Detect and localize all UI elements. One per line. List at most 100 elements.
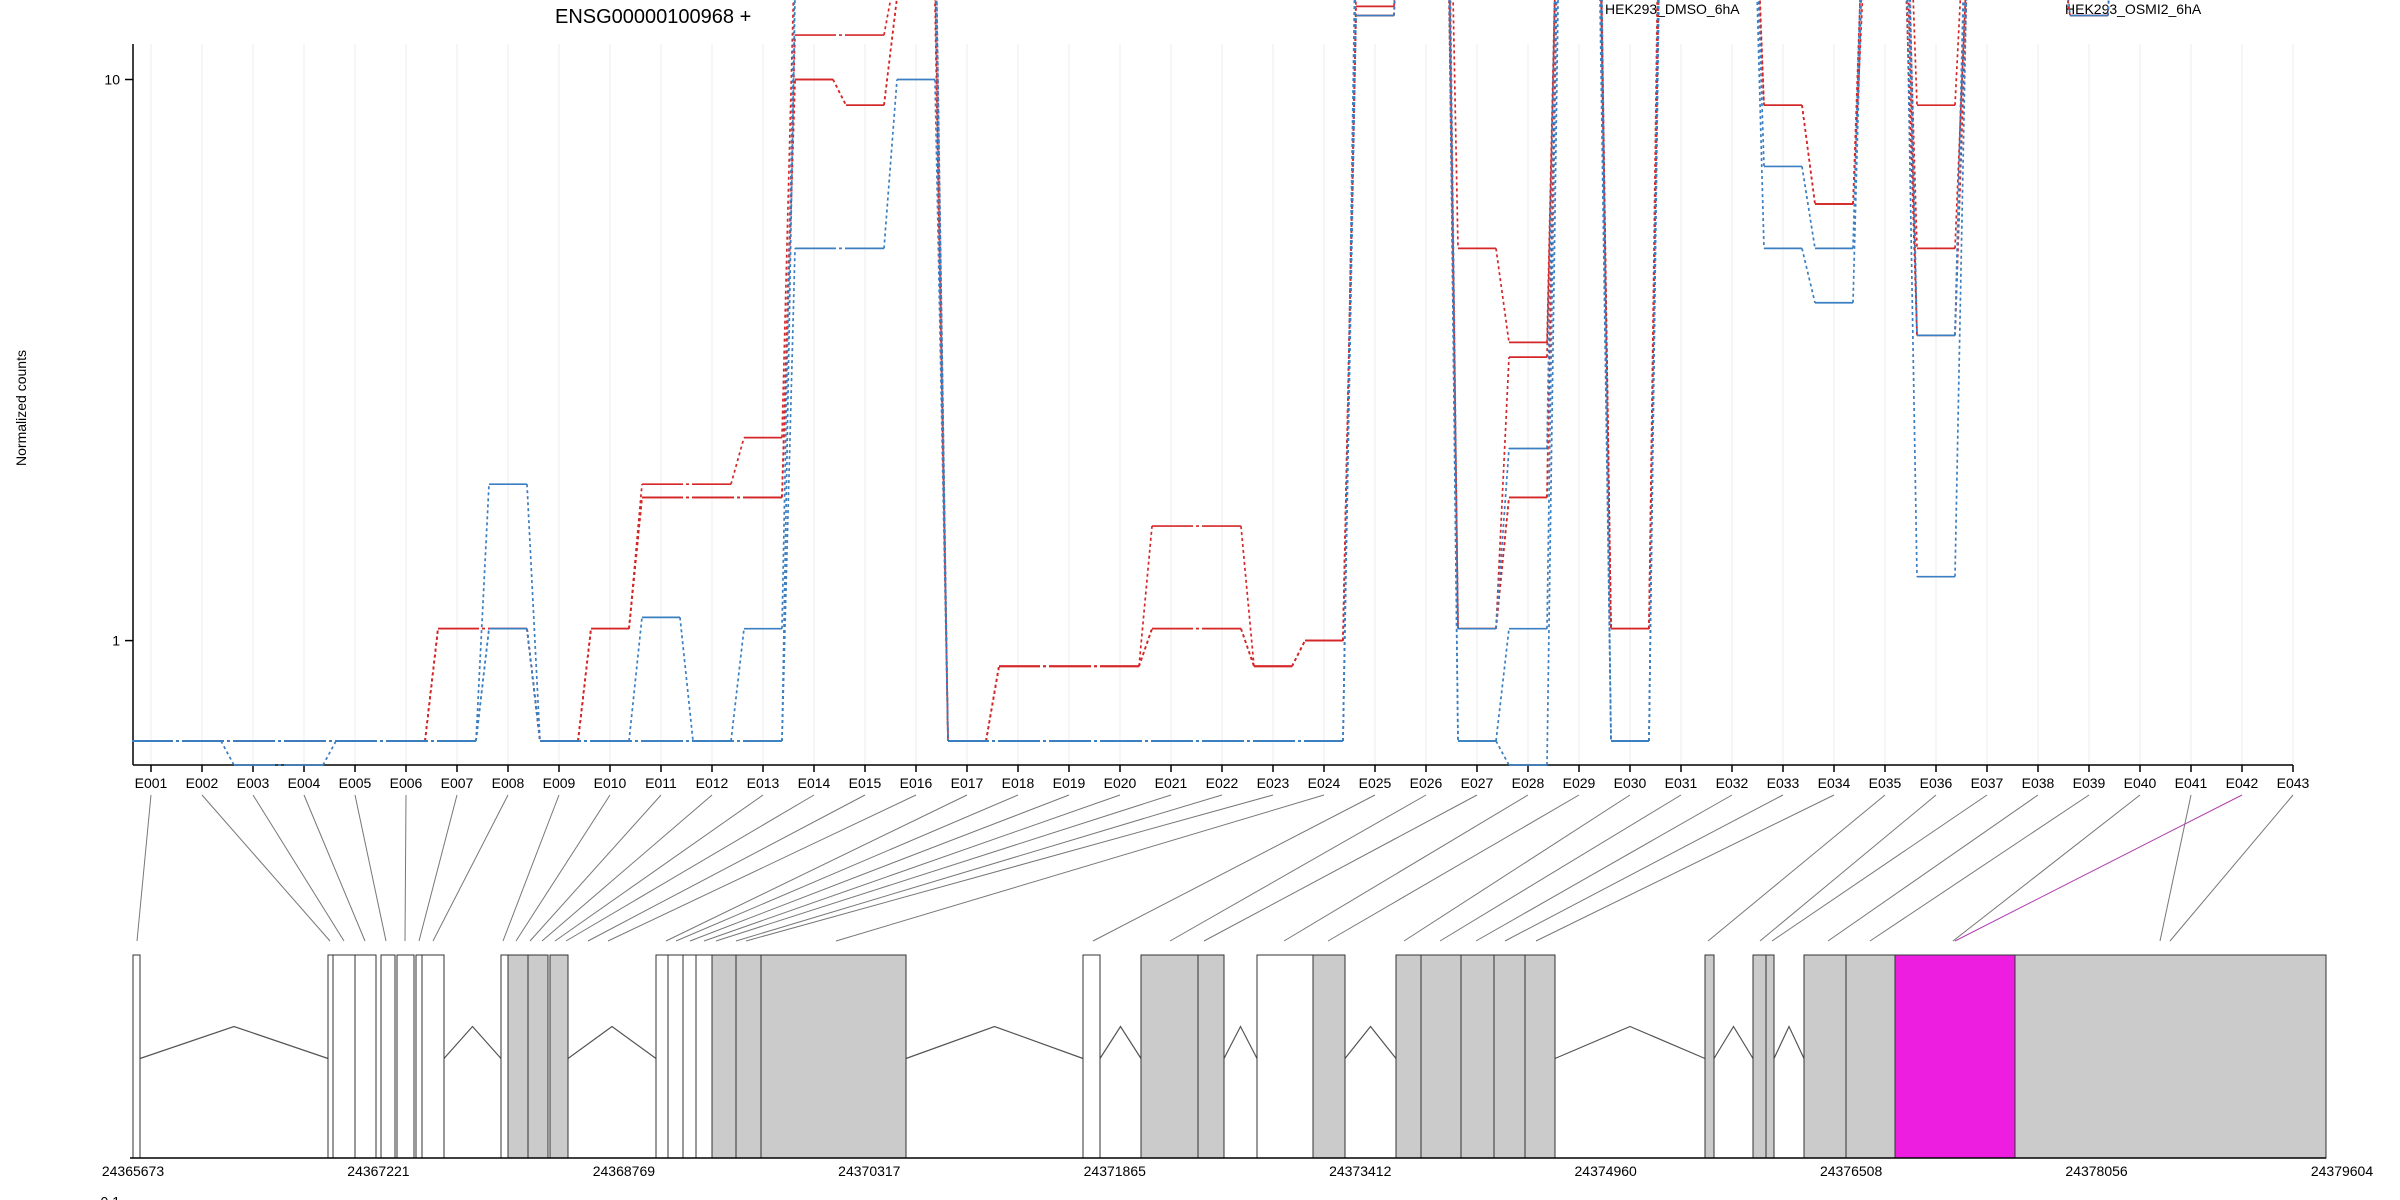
exon-connector-E005 bbox=[354, 794, 387, 942]
transition-segment bbox=[883, 0, 892, 36]
exon-box bbox=[1845, 954, 1896, 1159]
genomic-coordinate-label: 24376508 bbox=[1820, 1163, 1883, 1179]
exon-box bbox=[760, 954, 907, 1159]
x-tick-label: E003 bbox=[237, 775, 270, 791]
exon-box bbox=[711, 954, 737, 1159]
exon-connector-E032 bbox=[1475, 794, 1733, 942]
exon-connector-E001 bbox=[136, 794, 152, 942]
replicate-line bbox=[132, 0, 2110, 766]
transition-segment bbox=[1393, 0, 1396, 16]
x-tick-label: E015 bbox=[849, 775, 882, 791]
exon-connector-E031 bbox=[1439, 794, 1682, 942]
x-tick-label: E017 bbox=[951, 775, 984, 791]
x-tick-label: E040 bbox=[2124, 775, 2157, 791]
exon-box bbox=[1803, 954, 1847, 1159]
genomic-coordinate-label: 24379604 bbox=[2311, 1163, 2374, 1179]
exon-box bbox=[132, 954, 141, 1159]
x-tick-label: E018 bbox=[1002, 775, 1035, 791]
exon-box bbox=[549, 954, 569, 1159]
exon-box bbox=[2014, 954, 2327, 1159]
transition-segment bbox=[1449, 0, 1459, 629]
transition-segment bbox=[1291, 640, 1306, 667]
intron-connector bbox=[443, 1025, 502, 1059]
exon-connector-E040 bbox=[1952, 794, 2141, 942]
exon-box bbox=[327, 954, 334, 1159]
x-tick-label: E041 bbox=[2175, 775, 2208, 791]
exon-connector-E043 bbox=[2169, 794, 2294, 942]
x-tick-label: E030 bbox=[1614, 775, 1647, 791]
transition-segment bbox=[1599, 0, 1612, 742]
exon-box bbox=[655, 954, 669, 1159]
x-tick-label: E005 bbox=[339, 775, 372, 791]
exon-box bbox=[500, 954, 509, 1159]
exon-box bbox=[396, 954, 415, 1159]
exon-box bbox=[1460, 954, 1495, 1159]
exon-connector-E002 bbox=[201, 794, 331, 942]
transition-segment bbox=[1495, 448, 1510, 629]
exon-connector-E006 bbox=[404, 794, 407, 942]
genomic-coordinate-label: 24371865 bbox=[1084, 1163, 1147, 1179]
transition-segment bbox=[475, 628, 490, 742]
transition-segment bbox=[526, 484, 541, 742]
exon-box bbox=[1420, 954, 1462, 1159]
x-tick-label: E043 bbox=[2277, 775, 2310, 791]
transition-segment bbox=[1448, 0, 1459, 742]
transition-segment bbox=[1954, 0, 1968, 336]
transition-segment bbox=[1546, 0, 1556, 449]
y-tick-label: 10 bbox=[104, 72, 120, 88]
x-tick-label: E002 bbox=[186, 775, 219, 791]
x-tick-label: E038 bbox=[2022, 775, 2055, 791]
exon-connector-E019 bbox=[689, 794, 1070, 942]
genomic-coordinate-label: 24367221 bbox=[347, 1163, 410, 1179]
exon-connector-E021 bbox=[715, 794, 1172, 942]
legend-osmi: HEK293_OSMI2_6hA bbox=[2065, 1, 2202, 17]
x-tick-label: E033 bbox=[1767, 775, 1800, 791]
x-tick-label: E009 bbox=[543, 775, 576, 791]
transition-segment bbox=[679, 617, 694, 742]
exon-box bbox=[1140, 954, 1199, 1159]
exon-box bbox=[421, 954, 445, 1159]
highlighted-exon bbox=[1894, 954, 2016, 1159]
intron-connector bbox=[1223, 1025, 1258, 1059]
transition-segment bbox=[1546, 0, 1558, 498]
exon-connector-E015 bbox=[587, 794, 866, 942]
x-tick-label: E004 bbox=[288, 775, 321, 791]
axes: 0.1110203050100E001E002E003E004E005E006E… bbox=[101, 44, 2310, 1200]
exon-connector-E018 bbox=[675, 794, 1019, 942]
exon-box bbox=[1752, 954, 1767, 1159]
transition-segment bbox=[1648, 0, 1660, 742]
transition-segment bbox=[1954, 0, 1962, 106]
gene-model: 24365673 24367221 24368769 24370317 24371865… bbox=[102, 954, 2374, 1179]
transition-segment bbox=[730, 628, 745, 742]
intron-connector bbox=[1099, 1025, 1142, 1059]
exon-connector-E004 bbox=[303, 794, 366, 942]
transition-segment bbox=[1852, 0, 1864, 205]
transition-segment bbox=[1138, 628, 1153, 667]
exon-connector-E035 bbox=[1707, 794, 1886, 942]
genomic-coordinate-label: 24368769 bbox=[593, 1163, 656, 1179]
transition-segment bbox=[322, 740, 337, 766]
series-2 bbox=[132, 0, 2110, 766]
x-tick-label: E031 bbox=[1665, 775, 1698, 791]
x-tick-label: E037 bbox=[1971, 775, 2004, 791]
genomic-coordinate-label: 24370317 bbox=[838, 1163, 901, 1179]
exon-connector-E013 bbox=[554, 794, 764, 942]
y-axis-label: Normalized counts bbox=[13, 350, 29, 466]
transition-segment bbox=[1495, 497, 1510, 629]
exon-box bbox=[527, 954, 549, 1159]
exon-connector-E009 bbox=[502, 794, 560, 942]
transition-segment bbox=[1757, 0, 1765, 167]
intron-connector bbox=[139, 1025, 329, 1060]
transition-segment bbox=[1138, 525, 1153, 667]
exon-connectors bbox=[136, 794, 2294, 942]
transition-segment bbox=[1495, 740, 1510, 766]
x-tick-label: E029 bbox=[1563, 775, 1596, 791]
transition-segment bbox=[1240, 628, 1255, 667]
exon-box bbox=[735, 954, 762, 1159]
exon-connector-E012 bbox=[541, 794, 713, 942]
transition-segment bbox=[1393, 0, 1396, 16]
exon-box bbox=[507, 954, 529, 1159]
exon-connector-E030 bbox=[1403, 794, 1631, 942]
exon-connector-E036 bbox=[1759, 794, 1937, 942]
transition-segment bbox=[1449, 0, 1459, 629]
